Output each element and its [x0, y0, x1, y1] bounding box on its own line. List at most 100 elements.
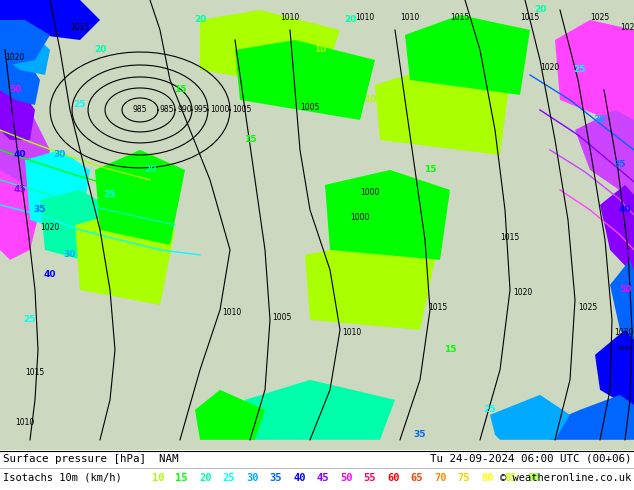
- Text: 1015: 1015: [450, 13, 469, 22]
- Polygon shape: [545, 395, 634, 440]
- Text: © weatheronline.co.uk: © weatheronline.co.uk: [500, 473, 631, 483]
- Text: 1010: 1010: [342, 328, 361, 337]
- Text: 15: 15: [174, 85, 186, 95]
- Text: 990: 990: [177, 105, 191, 115]
- Text: 40: 40: [293, 473, 306, 483]
- Polygon shape: [195, 390, 265, 440]
- Polygon shape: [555, 20, 634, 130]
- Polygon shape: [0, 20, 50, 70]
- Text: 995: 995: [194, 105, 209, 115]
- Text: 1010: 1010: [400, 13, 419, 22]
- Text: 25: 25: [574, 66, 586, 74]
- Text: 40: 40: [619, 205, 631, 215]
- Text: 1015: 1015: [25, 368, 44, 377]
- Text: 10: 10: [152, 473, 164, 483]
- Text: 1025: 1025: [578, 303, 597, 312]
- Text: Isotachs 10m (km/h): Isotachs 10m (km/h): [3, 473, 122, 483]
- Text: 1000: 1000: [350, 213, 370, 222]
- Text: 45: 45: [4, 116, 16, 124]
- Text: 1030: 1030: [614, 328, 633, 337]
- Text: 1005: 1005: [300, 103, 320, 112]
- Text: 30: 30: [246, 473, 259, 483]
- Text: 45: 45: [14, 185, 27, 195]
- Polygon shape: [405, 15, 530, 95]
- Text: 1025: 1025: [590, 13, 609, 22]
- Text: 1025: 1025: [620, 23, 634, 32]
- Text: 15: 15: [444, 345, 456, 354]
- Polygon shape: [610, 260, 634, 350]
- Text: 25: 25: [484, 405, 496, 415]
- Text: 1015: 1015: [70, 23, 89, 32]
- Text: 70: 70: [434, 473, 446, 483]
- Text: 90: 90: [528, 473, 541, 483]
- Polygon shape: [235, 40, 375, 120]
- Text: 25: 25: [104, 191, 116, 199]
- Polygon shape: [575, 110, 634, 200]
- Text: 10: 10: [364, 96, 376, 104]
- Polygon shape: [595, 330, 634, 410]
- Text: 1010: 1010: [15, 418, 34, 427]
- Text: 10: 10: [314, 46, 326, 54]
- Polygon shape: [25, 150, 90, 235]
- Polygon shape: [0, 20, 50, 75]
- Text: 45: 45: [619, 250, 631, 259]
- Text: 35: 35: [34, 205, 46, 215]
- Text: 1000: 1000: [210, 105, 230, 115]
- Text: 35: 35: [614, 160, 626, 170]
- Polygon shape: [490, 395, 570, 440]
- Text: 35: 35: [414, 430, 426, 440]
- Polygon shape: [0, 170, 40, 260]
- Text: 50: 50: [9, 85, 21, 95]
- Text: 40: 40: [44, 270, 56, 279]
- Text: 1010: 1010: [280, 13, 299, 22]
- Polygon shape: [305, 240, 435, 330]
- Text: 985: 985: [160, 105, 174, 115]
- Text: 25: 25: [23, 316, 36, 324]
- Text: 60: 60: [387, 473, 399, 483]
- Text: 985: 985: [133, 105, 147, 115]
- Polygon shape: [75, 210, 175, 305]
- Text: 15: 15: [214, 416, 226, 424]
- Polygon shape: [245, 380, 395, 440]
- Text: 20: 20: [144, 166, 156, 174]
- Text: 30: 30: [594, 116, 606, 124]
- Text: 20: 20: [534, 5, 546, 15]
- Polygon shape: [0, 70, 35, 140]
- Text: 20: 20: [94, 46, 106, 54]
- Polygon shape: [600, 185, 634, 275]
- Text: 15: 15: [176, 473, 188, 483]
- Text: 1000: 1000: [360, 188, 379, 197]
- Text: 40: 40: [14, 150, 26, 159]
- Text: 85: 85: [505, 473, 517, 483]
- Text: 1020: 1020: [40, 223, 59, 232]
- Text: 80: 80: [481, 473, 493, 483]
- Text: 50: 50: [340, 473, 353, 483]
- Text: 15: 15: [243, 135, 256, 145]
- Text: 75: 75: [458, 473, 470, 483]
- Text: 1015: 1015: [500, 233, 519, 242]
- Text: 65: 65: [410, 473, 423, 483]
- Text: 1005: 1005: [232, 105, 251, 115]
- Text: 55: 55: [363, 473, 376, 483]
- Text: 20: 20: [199, 473, 212, 483]
- Polygon shape: [0, 100, 50, 230]
- Polygon shape: [325, 170, 450, 260]
- Text: Tu 24-09-2024 06:00 UTC (00+06): Tu 24-09-2024 06:00 UTC (00+06): [429, 454, 631, 464]
- Polygon shape: [375, 65, 510, 155]
- Polygon shape: [200, 10, 340, 90]
- Text: 30: 30: [64, 250, 76, 259]
- Text: 20: 20: [344, 16, 356, 24]
- Text: 1010: 1010: [222, 308, 242, 317]
- Text: 50: 50: [619, 285, 631, 294]
- Text: 1020: 1020: [5, 53, 24, 62]
- Text: 25: 25: [74, 100, 86, 109]
- Polygon shape: [95, 150, 185, 245]
- Polygon shape: [0, 0, 100, 40]
- Text: 15: 15: [424, 166, 436, 174]
- Text: 35: 35: [269, 473, 282, 483]
- Text: 45: 45: [316, 473, 329, 483]
- Text: 30: 30: [54, 150, 66, 159]
- Polygon shape: [40, 190, 115, 265]
- Text: 1020: 1020: [540, 63, 559, 72]
- Text: 1015: 1015: [520, 13, 540, 22]
